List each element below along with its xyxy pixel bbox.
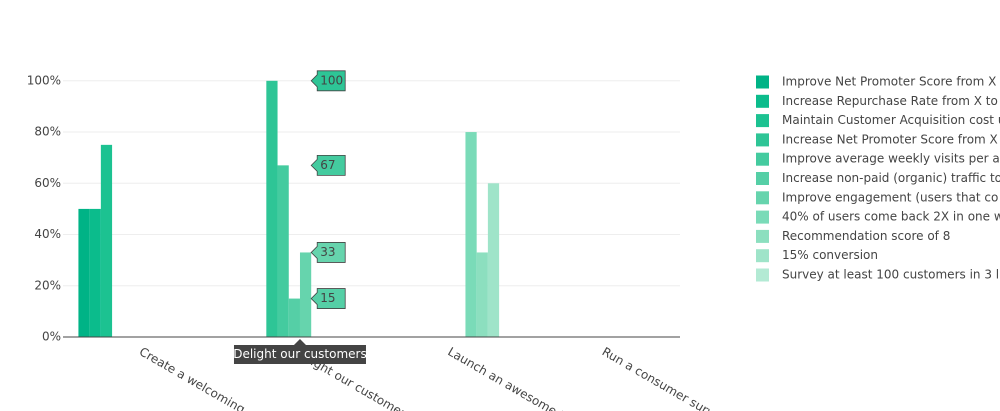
hover-value: 67 (320, 158, 335, 172)
y-tick-label: 80% (34, 125, 61, 139)
bar (78, 208, 90, 337)
hover-box (310, 70, 346, 92)
bar (89, 208, 101, 337)
legend-swatch (756, 268, 769, 282)
legend-swatch (756, 229, 769, 243)
y-tick-label: 100% (27, 73, 61, 87)
x-hover-text: Delight our customers (233, 347, 367, 361)
hover-box (310, 242, 346, 263)
legend-label: 40% of users come back 2X in one w (782, 210, 1000, 224)
legend-swatch (756, 249, 769, 263)
hover-label: 15 (310, 288, 346, 309)
legend-label: Improve engagement (users that co (782, 190, 998, 204)
legend-swatch (756, 94, 769, 108)
hover-value: 33 (320, 245, 335, 259)
legend-label: Improve average weekly visits per a (782, 152, 1000, 166)
legend-label: 15% conversion (782, 248, 878, 262)
x-tick-label: Launch an awesome N (445, 345, 570, 411)
legend-label: Maintain Customer Acquisition cost u (782, 113, 1000, 127)
bar (288, 298, 300, 337)
legend-swatch (756, 191, 769, 205)
x-hover-label: Delight our customers (233, 339, 367, 364)
x-hover-box (233, 339, 366, 364)
bar (277, 165, 289, 337)
y-tick-label: 40% (34, 227, 61, 241)
hover-box (310, 154, 346, 176)
hover-label: 100 (310, 70, 346, 92)
legend-swatch (756, 210, 769, 224)
legend-label: Increase Repurchase Rate from X to (782, 94, 998, 108)
hover-box (310, 288, 346, 309)
bar (476, 252, 488, 337)
bar (487, 183, 500, 337)
hover-value: 100 (320, 73, 343, 87)
y-tick-label: 60% (34, 176, 61, 190)
y-tick-label: 0% (42, 330, 61, 344)
bar (299, 252, 312, 337)
legend-label: Recommendation score of 8 (782, 229, 950, 243)
legend-label: Improve Net Promoter Score from X (782, 75, 996, 89)
legend-swatch (756, 133, 769, 147)
bar (100, 144, 113, 337)
hover-label: 67 (310, 154, 346, 176)
bar (465, 132, 477, 337)
legend-swatch (756, 75, 769, 89)
hover-value: 15 (320, 291, 335, 305)
legend-swatch (756, 114, 769, 128)
legend-label: Survey at least 100 customers in 3 l (782, 268, 999, 282)
legend-swatch (756, 172, 769, 185)
x-tick-label: Run a consumer surv (600, 345, 717, 411)
legend-label: Increase Net Promoter Score from X (782, 132, 998, 146)
y-tick-label: 20% (34, 278, 61, 292)
hover-label: 33 (310, 242, 346, 263)
bar (266, 80, 278, 338)
legend-swatch (756, 152, 769, 166)
legend-label: Increase non-paid (organic) traffic to (782, 171, 1000, 185)
